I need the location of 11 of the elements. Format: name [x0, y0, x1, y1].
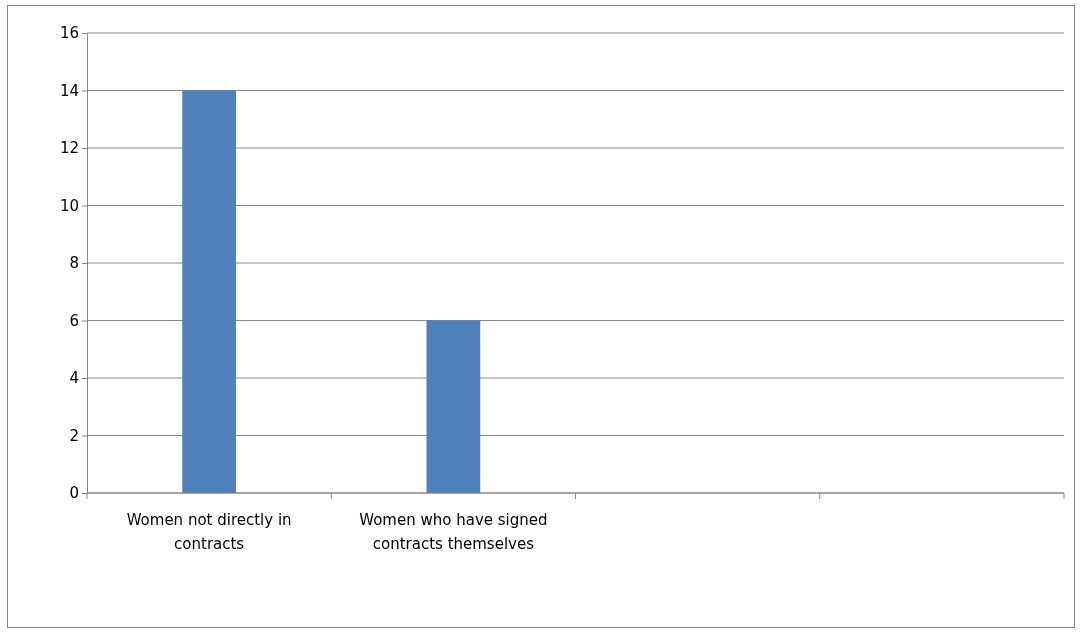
y-tick-label: 2 — [69, 426, 79, 445]
y-tick-label: 10 — [59, 196, 79, 215]
y-tick-label: 12 — [59, 139, 79, 158]
y-tick-label: 4 — [69, 369, 79, 388]
x-tick-label: Women not directly in contracts — [126, 511, 292, 553]
y-tick-label: 16 — [59, 24, 79, 43]
y-tick-label: 8 — [69, 254, 79, 273]
y-tick-label: 14 — [59, 81, 79, 100]
y-tick-label: 6 — [69, 311, 79, 330]
y-tick-label: 0 — [69, 484, 79, 503]
x-tick-label: Women who have signed contracts themselves — [359, 511, 548, 553]
